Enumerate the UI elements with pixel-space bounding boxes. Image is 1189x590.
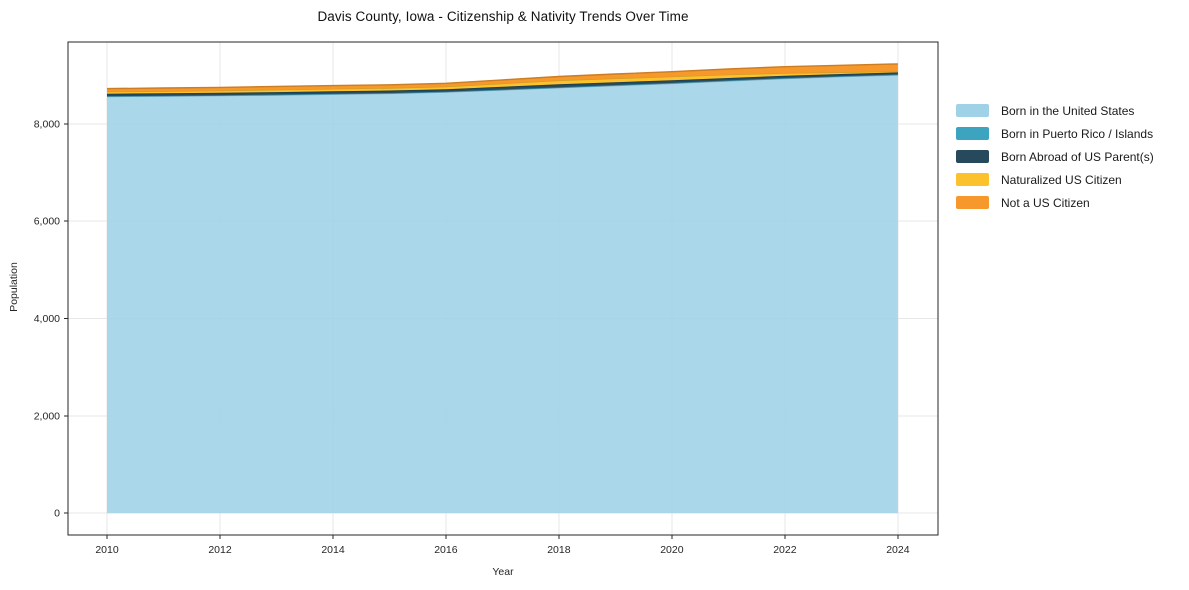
area-top-edge <box>106 63 898 90</box>
x-tick-label: 2020 <box>660 544 684 556</box>
axes-frame <box>67 41 939 536</box>
y-tick-label: 6,000 <box>34 216 60 228</box>
x-tick-label: 2016 <box>434 544 458 556</box>
legend-label: Born in Puerto Rico / Islands <box>1001 126 1154 141</box>
x-tick-label: 2010 <box>95 544 119 556</box>
x-tick-label: 2022 <box>773 544 797 556</box>
y-tick-label: 4,000 <box>34 313 60 325</box>
legend-item: Not a US Citizen <box>956 195 1154 210</box>
legend: Born in the United States Born in Puerto … <box>956 104 1154 219</box>
legend-item: Born in Puerto Rico / Islands <box>956 126 1154 141</box>
x-tick-label: 2024 <box>886 544 910 556</box>
x-tick-label: 2018 <box>547 544 571 556</box>
chart-title: Davis County, Iowa - Citizenship & Nativ… <box>317 9 689 24</box>
y-tick-label: 0 <box>54 508 60 520</box>
legend-swatch-icon <box>956 196 989 209</box>
x-tick-label: 2012 <box>208 544 232 556</box>
area-series <box>107 74 898 514</box>
legend-item: Born Abroad of US Parent(s) <box>956 149 1154 164</box>
legend-swatch-icon <box>956 104 989 117</box>
x-tick-label: 2014 <box>321 544 345 556</box>
legend-item: Born in the United States <box>956 103 1154 118</box>
legend-item: Naturalized US Citizen <box>956 172 1154 187</box>
legend-label: Naturalized US Citizen <box>1001 172 1122 187</box>
y-tick-label: 8,000 <box>34 118 60 130</box>
x-axis-label: Year <box>492 566 514 578</box>
area-series <box>107 71 898 94</box>
legend-swatch-icon <box>956 127 989 140</box>
legend-label: Born in the United States <box>1001 103 1135 118</box>
y-tick-label: 2,000 <box>34 410 60 422</box>
legend-label: Born Abroad of US Parent(s) <box>1001 149 1154 164</box>
legend-label: Not a US Citizen <box>1001 195 1090 210</box>
legend-swatch-icon <box>956 150 989 163</box>
legend-swatch-icon <box>956 173 989 186</box>
